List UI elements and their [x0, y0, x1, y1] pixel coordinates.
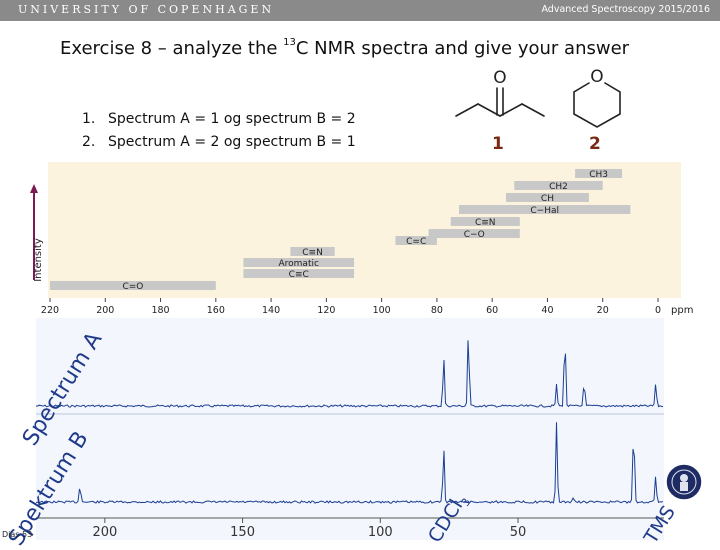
- shift-bar: [243, 269, 354, 278]
- shift-bar: [459, 205, 631, 214]
- shift-bar: [575, 169, 623, 178]
- chemical-shift-table: Intensity CH3CH2CHC−HalC≡NC−OC=CC≡NAroma…: [30, 162, 693, 316]
- axis-tick-label: 180: [151, 305, 169, 316]
- shift-bar-label: C≡N: [475, 218, 496, 228]
- axis-tick-label: 160: [207, 305, 225, 316]
- axis-tick-label: 60: [486, 305, 498, 316]
- ring: [573, 82, 621, 128]
- nmr-spectra-panel: 200 150 100 50: [36, 318, 664, 540]
- title-suffix: C NMR spectra and give your answer: [295, 38, 630, 59]
- shift-bar: [506, 193, 589, 202]
- spectra-axis-tick-label: 100: [368, 525, 393, 540]
- shift-bar-label: C=O: [122, 282, 143, 292]
- axis-tick-label: 220: [41, 305, 59, 316]
- shift-bar-label: CH2: [549, 182, 568, 192]
- molecule-1-structure: O: [455, 68, 545, 117]
- molecule-2-structure: O: [573, 67, 621, 128]
- shift-bar-label: Aromatic: [279, 259, 319, 269]
- shift-bar-label: CH3: [589, 170, 608, 180]
- spectra-axis: 200 150 100 50: [36, 517, 664, 540]
- axis-tick-label: 20: [597, 305, 609, 316]
- option-number: 2.: [82, 134, 96, 150]
- slide-number: Dias 53: [2, 530, 33, 539]
- course-name: Advanced Spectroscopy 2015/2016: [541, 4, 710, 15]
- shift-bar: [50, 281, 216, 290]
- axis-tick-label: 200: [96, 305, 114, 316]
- shift-bar: [428, 229, 520, 238]
- axis-tick-label: 80: [431, 305, 443, 316]
- axis-tick-label: 120: [317, 305, 335, 316]
- oxygen-atom: O: [493, 68, 506, 88]
- shift-bar-label: C≡N: [302, 248, 323, 258]
- answer-options: 1. Spectrum A = 1 og spectrum B = 2 2. Spe…: [82, 108, 356, 154]
- shift-bar: [450, 217, 520, 226]
- intensity-arrow-icon: [30, 184, 38, 193]
- shift-axis: 220 200 180 160 140 120 100 80 60 40 20 0: [41, 298, 661, 316]
- axis-tick-label: 40: [541, 305, 553, 316]
- option-number: 1.: [82, 111, 96, 127]
- spectra-axis-tick-label: 50: [510, 525, 527, 540]
- shift-bar-label: C=C: [406, 237, 426, 247]
- oxygen-atom: O: [590, 67, 603, 87]
- answer-option: 2. Spectrum A = 2 og spectrum B = 1: [82, 131, 356, 154]
- shift-bar: [514, 181, 603, 190]
- axis-tick-label: 100: [373, 305, 391, 316]
- bond: [455, 103, 479, 117]
- option-text: Spectrum A = 1 og spectrum B = 2: [108, 111, 356, 127]
- shift-bar: [243, 258, 354, 267]
- molecule-2-label: 2: [589, 134, 601, 154]
- shift-bar: [395, 236, 437, 245]
- title-prefix: Exercise 8 – analyze the: [60, 38, 284, 59]
- shift-bar-label: C−Hal: [530, 206, 559, 216]
- header-bar: UNIVERSITY OF COPENHAGEN Advanced Spectr…: [0, 0, 720, 21]
- spectra-axis-tick-label: 150: [230, 525, 255, 540]
- shift-bar-label: C−O: [464, 230, 485, 240]
- spectrum-a-trace: [36, 340, 664, 408]
- university-name: UNIVERSITY OF COPENHAGEN: [18, 3, 275, 16]
- spectrum-b-trace: [36, 422, 664, 504]
- axis-tick-label: 140: [262, 305, 280, 316]
- molecule-1-label: 1: [492, 134, 504, 154]
- shift-bar-label: CH: [541, 194, 554, 204]
- option-text: Spectrum A = 2 og spectrum B = 1: [108, 134, 356, 150]
- answer-option: 1. Spectrum A = 1 og spectrum B = 2: [82, 108, 356, 131]
- shift-bar: [290, 247, 335, 256]
- university-seal-icon: [665, 463, 703, 501]
- spectra-axis-tick-label: 200: [92, 525, 117, 540]
- spectra-background: [36, 318, 664, 540]
- bond: [521, 103, 545, 117]
- ppm-unit-label: ppm: [671, 305, 693, 316]
- axis-tick-label: 0: [655, 305, 661, 316]
- intensity-label: Intensity: [33, 238, 44, 282]
- slide-title: Exercise 8 – analyze the 13C NMR spectra…: [60, 37, 630, 59]
- shift-bar-label: C≡C: [289, 270, 309, 280]
- title-superscript: 13: [283, 37, 296, 48]
